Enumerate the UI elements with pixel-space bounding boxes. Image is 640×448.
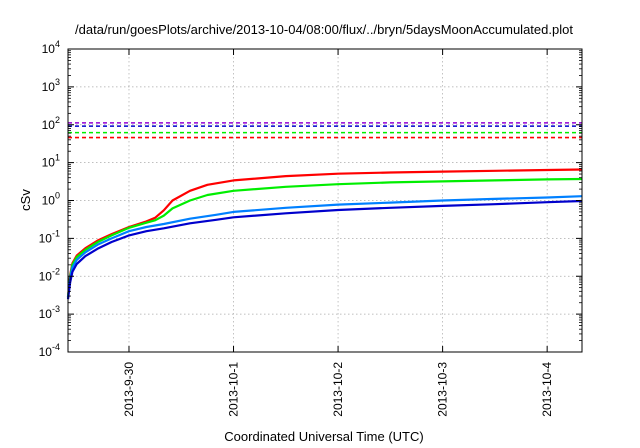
x-tick-label: 2013-10-3 [436,362,450,417]
chart-title: /data/run/goesPlots/archive/2013-10-04/0… [75,22,573,37]
x-tick-label: 2013-10-1 [227,362,241,417]
x-tick-label: 2013-10-4 [540,362,554,417]
x-axis-label: Coordinated Universal Time (UTC) [224,429,423,444]
series-line [66,195,583,298]
y-tick-label: 10-3 [39,304,60,321]
y-axis-ticks: 10-4 10-3 10-2 10-1 100 101 102 103 104 [39,39,582,359]
series-line [66,168,583,298]
y-tick-label: 104 [42,39,60,56]
x-tick-label: 2013-10-2 [331,362,345,417]
x-tick-label: 2013-9-30 [122,362,136,417]
y-tick-label: 102 [42,115,60,132]
y-tick-label: 103 [42,77,60,94]
series-line [66,199,583,300]
series-line [66,177,583,298]
y-axis-label: cSv [18,189,33,211]
y-tick-label: 100 [42,191,60,208]
data-series [66,168,583,300]
y-tick-label: 10-1 [39,228,60,245]
y-tick-label: 10-2 [39,266,60,283]
x-axis-ticks: 2013-9-30 2013-10-1 2013-10-2 2013-10-3 2013… [122,49,554,417]
threshold-lines [68,122,582,139]
grid-lines [68,49,582,352]
y-tick-label: 10-4 [39,342,60,359]
y-tick-label: 101 [42,153,60,170]
